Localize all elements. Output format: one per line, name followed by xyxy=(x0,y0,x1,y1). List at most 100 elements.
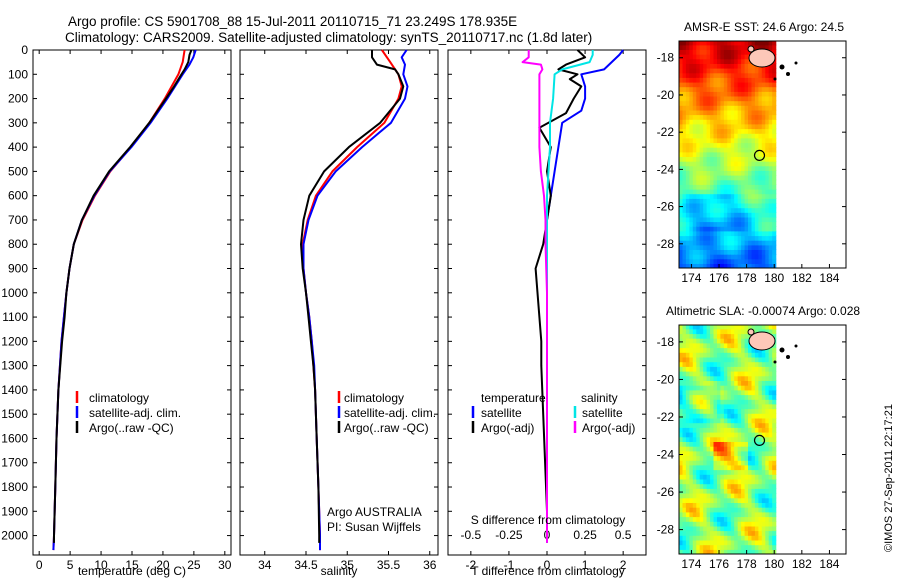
heatmap-cell xyxy=(682,95,687,102)
heatmap-cell xyxy=(751,198,756,204)
heatmap-cell xyxy=(727,338,732,344)
heatmap-cell xyxy=(717,193,722,199)
heatmap-cell xyxy=(772,352,777,358)
heatmap-cell xyxy=(761,254,766,260)
heatmap-cell xyxy=(744,525,749,532)
heatmap-cell xyxy=(754,105,759,111)
heatmap-cell xyxy=(689,123,694,130)
heatmap-cell xyxy=(758,385,763,391)
heatmap-cell xyxy=(679,488,684,494)
heatmap-cell xyxy=(717,417,722,424)
heatmap-cell xyxy=(706,193,711,199)
heatmap-cell xyxy=(758,221,763,227)
heatmap-cell xyxy=(737,49,742,55)
heatmap-cell xyxy=(713,221,718,227)
heatmap-cell xyxy=(768,436,773,442)
heatmap-cell xyxy=(741,507,746,513)
heatmap-cell xyxy=(682,109,687,116)
heatmap-cell xyxy=(703,91,708,97)
heatmap-cell xyxy=(741,333,746,339)
heatmap-cell xyxy=(744,511,749,518)
heatmap-cell xyxy=(717,151,722,157)
heatmap-cell xyxy=(727,170,732,176)
heatmap-cell xyxy=(765,441,770,447)
heatmap-cell xyxy=(713,478,718,485)
heatmap-cell xyxy=(727,230,732,237)
heatmap-cell xyxy=(685,147,690,153)
heatmap-cell xyxy=(754,464,759,471)
heatmap-cell xyxy=(730,502,735,508)
heatmap-cell xyxy=(713,198,718,204)
heatmap-cell xyxy=(696,198,701,204)
heatmap-cell xyxy=(699,207,704,213)
heatmap-cell xyxy=(682,226,687,232)
heatmap-cell xyxy=(682,86,687,92)
heatmap-cell xyxy=(754,254,759,260)
heatmap-cell xyxy=(730,137,735,144)
heatmap-cell xyxy=(692,263,697,268)
heatmap-cell xyxy=(765,188,770,195)
heatmap-cell xyxy=(748,361,753,367)
heatmap-cell xyxy=(734,413,739,419)
heatmap-cell xyxy=(761,161,766,167)
heatmap-cell xyxy=(720,469,725,475)
heatmap-cell xyxy=(761,502,766,508)
heatmap-cell xyxy=(761,86,766,92)
heatmap-cell xyxy=(730,549,735,554)
heatmap-cell xyxy=(768,549,773,554)
heatmap-cell xyxy=(744,441,749,447)
sst-map-islands xyxy=(747,45,798,81)
heatmap-cell xyxy=(754,100,759,106)
heatmap-cell xyxy=(682,483,687,489)
heatmap-cell xyxy=(682,170,687,176)
heatmap-cell xyxy=(730,114,735,120)
heatmap-cell xyxy=(741,385,746,391)
heatmap-cell xyxy=(734,95,739,102)
heatmap-cell xyxy=(696,184,701,190)
heatmap-cell xyxy=(717,114,722,120)
heatmap-cell xyxy=(710,161,715,167)
heatmap-cell xyxy=(696,133,701,139)
heatmap-cell xyxy=(703,68,708,74)
heatmap-cell xyxy=(682,77,687,83)
heatmap-cell xyxy=(710,165,715,171)
heatmap-cell xyxy=(727,417,732,424)
heatmap-cell xyxy=(772,86,777,92)
heatmap-cell xyxy=(727,49,732,55)
heatmap-cell xyxy=(692,161,697,167)
heatmap-cell xyxy=(765,422,770,428)
heatmap-cell xyxy=(685,432,690,438)
heatmap-cell xyxy=(699,263,704,268)
heatmap-cell xyxy=(696,226,701,232)
heatmap-cell xyxy=(748,455,753,461)
heatmap-cell xyxy=(751,128,756,134)
heatmap-cell xyxy=(727,530,732,536)
heatmap-cell xyxy=(710,49,715,55)
heatmap-cell xyxy=(703,161,708,167)
heatmap-cell xyxy=(720,179,725,185)
heatmap-cell xyxy=(720,114,725,120)
heatmap-cell xyxy=(741,95,746,102)
heatmap-cell xyxy=(723,44,728,50)
s-diff-tick-label: 0.25 xyxy=(573,528,597,542)
heatmap-cell xyxy=(768,221,773,227)
heatmap-cell xyxy=(706,450,711,457)
heatmap-cell xyxy=(706,123,711,130)
heatmap-cell xyxy=(734,389,739,396)
heatmap-cell xyxy=(685,44,690,50)
heatmap-cell xyxy=(758,137,763,144)
heatmap-cell xyxy=(761,193,766,199)
heatmap-cell xyxy=(685,109,690,116)
heatmap-cell xyxy=(768,356,773,363)
heatmap-cell xyxy=(706,254,711,260)
heatmap-cell xyxy=(723,258,728,264)
heatmap-cell xyxy=(748,549,753,554)
heatmap-cell xyxy=(689,54,694,60)
heatmap-cell xyxy=(765,240,770,246)
heatmap-cell xyxy=(751,347,756,353)
heatmap-cell xyxy=(730,184,735,190)
heatmap-cell xyxy=(699,100,704,106)
heatmap-cell xyxy=(772,207,777,213)
heatmap-cell xyxy=(748,493,753,499)
heatmap-cell xyxy=(761,450,766,457)
